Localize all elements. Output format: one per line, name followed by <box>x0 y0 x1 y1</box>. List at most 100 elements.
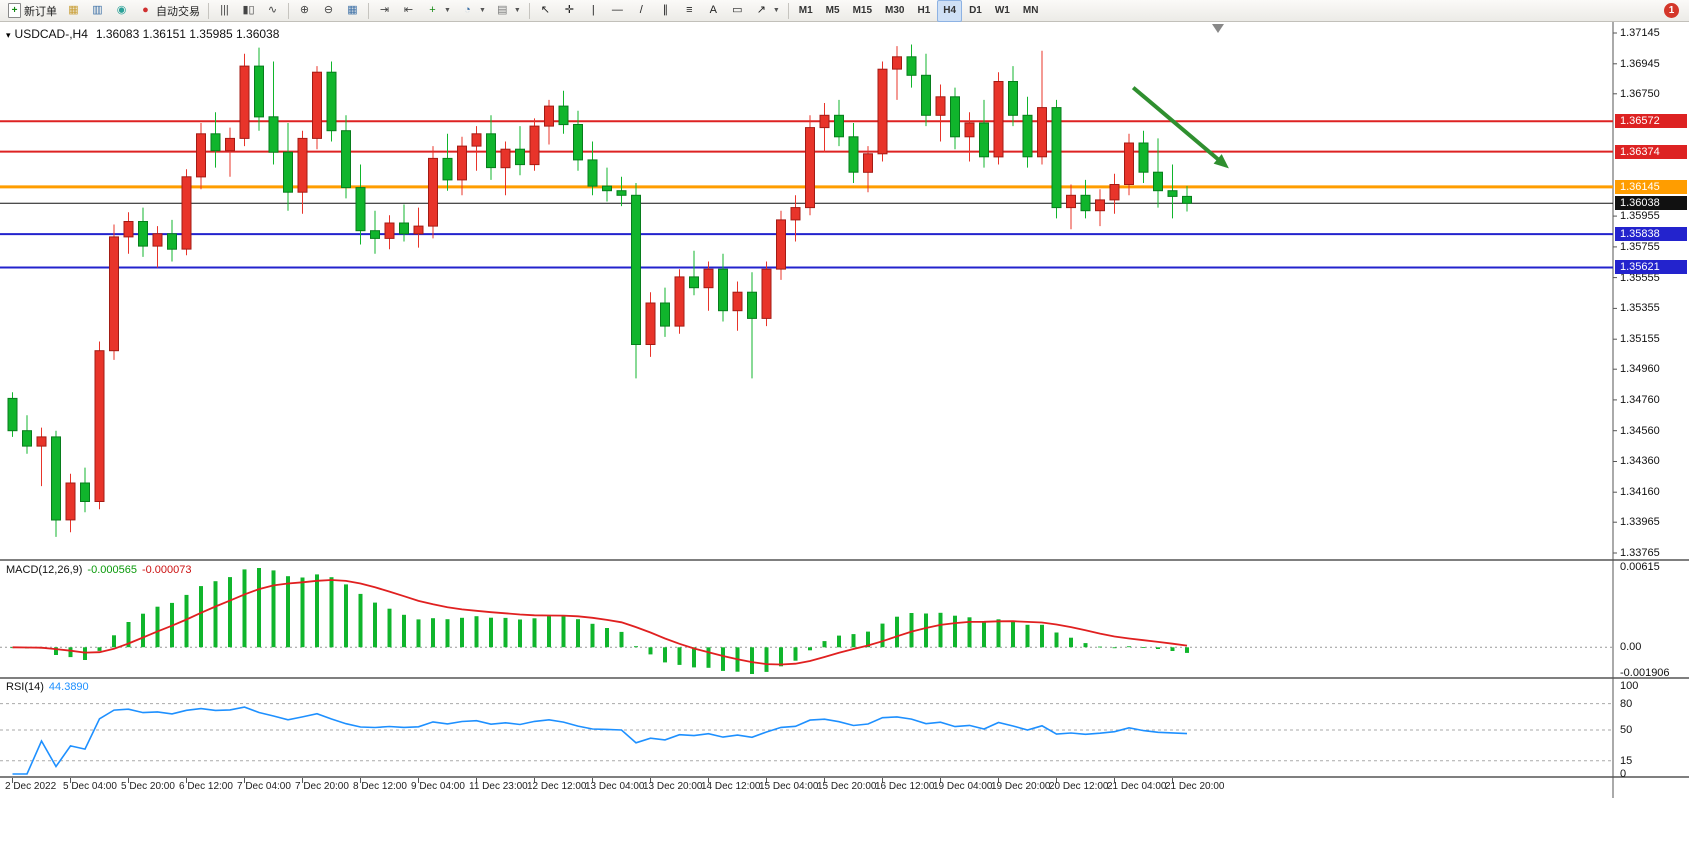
market-watch-button[interactable]: ▥ <box>86 1 109 21</box>
notification-badge[interactable]: 1 <box>1664 3 1679 18</box>
chevron-down-icon: ▼ <box>444 7 451 14</box>
fibonacci-button[interactable]: ≡ <box>678 1 701 21</box>
chart-shift-marker-icon[interactable] <box>1212 24 1224 33</box>
channel-icon: ∥ <box>662 4 669 16</box>
time-axis-label: 11 Dec 23:00 <box>469 781 528 792</box>
indicators-icon: + <box>429 4 436 16</box>
rsi-label: RSI(14) 44.3890 <box>6 681 89 693</box>
time-axis-label: 21 Dec 04:00 <box>1107 781 1167 792</box>
auto-scroll-icon: ⇥ <box>379 4 390 16</box>
tile-windows-icon: ▦ <box>347 4 358 16</box>
price-axis-label: 1.36945 <box>1620 57 1660 70</box>
chart-canvas[interactable] <box>0 0 1689 798</box>
time-axis-label: 13 Dec 20:00 <box>643 781 703 792</box>
rsi-axis-label: 80 <box>1620 697 1633 710</box>
timeframe-button-mn[interactable]: MN <box>1022 5 1039 16</box>
timeframe-button-h4[interactable]: H4 <box>937 0 963 22</box>
navigator-button[interactable]: ◉ <box>110 1 133 21</box>
timeframe-button-m1[interactable]: M1 <box>798 5 813 16</box>
timeframe-button-d1[interactable]: D1 <box>969 5 982 16</box>
trendline-button[interactable]: / <box>630 1 653 21</box>
candlestick-chart-button[interactable]: ▮▯ <box>237 1 260 21</box>
timeframe-button-h1[interactable]: H1 <box>917 5 931 16</box>
trendline-icon: / <box>639 4 643 16</box>
label-button[interactable]: ▭ <box>726 1 749 21</box>
channel-button[interactable]: ∥ <box>654 1 677 21</box>
arrows-button[interactable]: ↗ ▼ <box>750 1 784 21</box>
time-axis-label: 20 Dec 12:00 <box>1049 781 1109 792</box>
auto-scroll-button[interactable]: ⇥ <box>373 1 396 21</box>
chart-shift-button[interactable]: ⇤ <box>397 1 420 21</box>
cursor-icon: ↖ <box>540 4 550 16</box>
horizontal-line-icon: — <box>611 4 623 16</box>
toolbar-separator <box>368 2 369 19</box>
new-order-icon: + <box>8 3 21 18</box>
macd-histogram <box>10 568 1189 674</box>
templates-icon: ▤ <box>497 4 508 16</box>
time-axis-label: 7 Dec 04:00 <box>237 781 291 792</box>
notification-area[interactable]: 1 <box>1664 3 1685 18</box>
price-axis-label: 1.36750 <box>1620 87 1660 100</box>
fibonacci-icon: ≡ <box>686 4 693 16</box>
time-axis-label: 21 Dec 20:00 <box>1165 781 1225 792</box>
new-order-button-label: 新订单 <box>24 5 57 18</box>
time-axis-label: 15 Dec 04:00 <box>759 781 819 792</box>
timeframe-button-m15[interactable]: M15 <box>852 5 873 16</box>
zoom-out-button[interactable]: ⊖ <box>317 1 340 21</box>
crosshair-button[interactable]: ✛ <box>558 1 581 21</box>
time-axis-label: 16 Dec 12:00 <box>875 781 935 792</box>
price-axis-label: 1.35155 <box>1620 333 1660 346</box>
chart-menu-icon[interactable]: ▾ <box>6 30 11 40</box>
candlesticks[interactable] <box>7 44 1192 537</box>
time-axis-label: 19 Dec 20:00 <box>991 781 1051 792</box>
text-button[interactable]: A <box>702 1 725 21</box>
time-axis-label: 5 Dec 04:00 <box>63 781 117 792</box>
crosshair-icon: ✛ <box>564 4 574 16</box>
price-axis-label: 1.33965 <box>1620 516 1660 529</box>
auto-trading-button[interactable]: ● 自动交易 <box>134 1 204 21</box>
trend-arrow-annotation[interactable] <box>1131 86 1229 169</box>
chevron-down-icon: ▼ <box>478 7 486 14</box>
chevron-down-icon: ▼ <box>772 7 780 14</box>
horizontal-line-button[interactable]: — <box>606 1 629 21</box>
time-axis-label: 6 Dec 12:00 <box>179 781 233 792</box>
rsi-axis-label: 0 <box>1620 768 1627 780</box>
macd-title: MACD(12,26,9) <box>6 564 83 576</box>
vertical-line-icon: | <box>591 4 595 16</box>
time-axis-label: 13 Dec 04:00 <box>585 781 645 792</box>
price-line-badge-1.35621: 1.35621 <box>1615 260 1687 275</box>
price-line-badge-1.36145: 1.36145 <box>1615 179 1687 194</box>
chart-window-button[interactable]: ▦ <box>62 1 85 21</box>
chart-shift-icon: ⇤ <box>403 4 414 16</box>
bar-chart-icon: ||| <box>220 4 229 16</box>
tile-windows-button[interactable]: ▦ <box>341 1 364 21</box>
arrows-icon: ↗ <box>756 4 766 16</box>
price-line-badge-1.36038: 1.36038 <box>1615 196 1687 211</box>
chevron-down-icon: ▼ <box>513 7 521 14</box>
time-axis-label: 2 Dec 2022 <box>5 781 57 792</box>
price-line-badge-1.35838: 1.35838 <box>1615 227 1687 242</box>
vertical-line-button[interactable]: | <box>582 1 605 21</box>
timeframe-button-m30[interactable]: M30 <box>885 5 905 16</box>
zoom-in-button[interactable]: ⊕ <box>293 1 316 21</box>
candlestick-icon: ▮▯ <box>242 4 255 16</box>
price-axis-label: 1.35355 <box>1620 302 1660 315</box>
periods-button[interactable]: ◔ ▼ <box>456 1 490 21</box>
line-chart-button[interactable]: ∿ <box>261 1 284 21</box>
zoom-in-icon: ⊕ <box>299 4 310 16</box>
templates-button[interactable]: ▤ ▼ <box>491 1 525 21</box>
indicators-button[interactable]: + ▼ <box>421 1 455 21</box>
timeframe-button-m5[interactable]: M5 <box>825 5 840 16</box>
macd-signal-line <box>12 579 1188 666</box>
timeframe-button-w1[interactable]: W1 <box>994 5 1010 16</box>
new-order-button[interactable]: + 新订单 <box>4 1 61 21</box>
cursor-button[interactable]: ↖ <box>534 1 557 21</box>
navigator-icon: ◉ <box>116 4 127 16</box>
macd-axis-zero-label: 0.00 <box>1620 641 1642 654</box>
text-icon: A <box>709 4 717 16</box>
macd-label: MACD(12,26,9) -0.000565 -0.000073 <box>6 564 192 576</box>
price-axis-label: 1.35755 <box>1620 240 1660 253</box>
line-chart-icon: ∿ <box>267 4 278 16</box>
bar-chart-button[interactable]: ||| <box>213 1 236 21</box>
